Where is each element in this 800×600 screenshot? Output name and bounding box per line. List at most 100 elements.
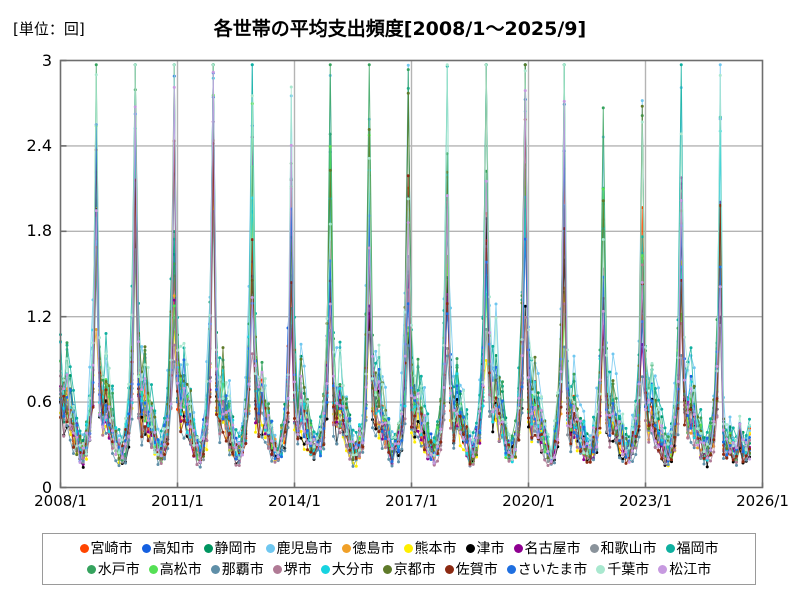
series-point [101, 433, 105, 437]
legend-item-福岡市[interactable]: 福岡市 [665, 542, 719, 556]
legend-item-宮崎市[interactable]: 宮崎市 [79, 542, 133, 556]
series-point [358, 436, 361, 440]
legend-item-名古屋市[interactable]: 名古屋市 [513, 540, 581, 557]
series-point [579, 403, 582, 407]
series-point [445, 346, 449, 350]
series-point [358, 423, 361, 427]
series-point [679, 132, 683, 136]
series-point [390, 460, 394, 463]
series-point [497, 395, 501, 399]
series-point [419, 374, 423, 378]
series-point [400, 412, 404, 416]
y-tick-label: 2.4 [26, 135, 52, 155]
legend-item-徳島市[interactable]: 徳島市 [341, 542, 395, 556]
series-point [566, 433, 569, 437]
series-point [72, 388, 75, 392]
legend-item-千葉市[interactable]: 千葉市 [596, 563, 649, 577]
series-point [494, 418, 498, 422]
series-point [364, 385, 368, 389]
series-point [592, 435, 595, 439]
series-point [68, 427, 72, 431]
series-point [462, 415, 465, 419]
series-point [81, 438, 85, 442]
series-point [120, 456, 124, 460]
series-point [65, 373, 69, 377]
legend-item-佐賀市[interactable]: 佐賀市 [444, 563, 498, 577]
series-point [608, 408, 612, 412]
legend-item-熊本市[interactable]: 熊本市 [403, 542, 457, 556]
series-point [588, 460, 592, 464]
series-point [579, 449, 582, 453]
series-point [718, 73, 722, 77]
series-point [218, 432, 222, 436]
series-point [189, 435, 192, 439]
series-point [228, 416, 231, 420]
series-point [702, 441, 706, 445]
series-point [748, 435, 751, 439]
series-point [315, 436, 319, 440]
series-point [221, 430, 225, 434]
series-point [234, 463, 238, 467]
legend-item-高松市[interactable]: 高松市 [148, 563, 202, 577]
series-point [146, 430, 150, 434]
series-point [384, 415, 387, 419]
series-point [91, 405, 95, 409]
series-point [442, 385, 446, 389]
legend-item-鹿児島市[interactable]: 鹿児島市 [265, 542, 333, 556]
series-point [150, 446, 153, 450]
series-point [426, 455, 430, 459]
series-point [471, 462, 475, 466]
legend-item-津市[interactable]: 津市 [465, 542, 505, 556]
series-point [640, 99, 644, 103]
series-point [312, 456, 316, 460]
series-point [653, 423, 657, 427]
series-point [293, 416, 296, 420]
series-point [471, 438, 475, 442]
legend-item-松江市[interactable]: 松江市 [658, 563, 711, 577]
series-point [718, 265, 722, 269]
series-point [595, 410, 599, 414]
series-point [556, 437, 560, 441]
series-point [712, 438, 716, 442]
legend-item-水戸市[interactable]: 水戸市 [86, 563, 140, 577]
series-point [341, 384, 345, 388]
legend-item-和歌山市[interactable]: 和歌山市 [589, 542, 657, 556]
legend-item-大分市[interactable]: 大分市 [320, 563, 374, 577]
series-point [228, 394, 231, 398]
series-point [419, 429, 423, 433]
series-point [62, 406, 66, 410]
series-point [377, 404, 381, 408]
legend-item-堺市[interactable]: 堺市 [272, 563, 312, 577]
series-point [172, 298, 176, 302]
series-point [345, 432, 348, 436]
series-point [124, 427, 127, 431]
legend-item-静岡市[interactable]: 静岡市 [203, 542, 257, 556]
series-point [335, 442, 339, 446]
legend-item-那覇市[interactable]: 那覇市 [210, 563, 264, 577]
series-point [117, 456, 121, 460]
legend-label: 名古屋市 [524, 540, 581, 557]
series-point [237, 441, 241, 445]
series-point [507, 453, 511, 457]
legend-item-京都市[interactable]: 京都市 [382, 563, 436, 577]
series-point [231, 438, 235, 442]
series-point [202, 458, 205, 462]
series-point [302, 385, 306, 389]
series-point [475, 453, 478, 457]
series-point [618, 439, 621, 443]
x-tick-label: 2011/1 [151, 492, 204, 510]
series-point [507, 459, 511, 463]
series-point [322, 443, 326, 447]
series-point [172, 304, 176, 308]
series-point [705, 436, 709, 440]
legend-item-高知市[interactable]: 高知市 [141, 542, 195, 556]
series-point [338, 340, 342, 344]
legend-item-さいたま市[interactable]: さいたま市 [506, 563, 587, 577]
series-point [127, 382, 131, 386]
series-point [114, 426, 118, 430]
series-point [406, 221, 410, 225]
series-point [309, 438, 313, 442]
series-point [530, 412, 534, 416]
series-point [218, 378, 222, 382]
series-point [172, 85, 176, 89]
